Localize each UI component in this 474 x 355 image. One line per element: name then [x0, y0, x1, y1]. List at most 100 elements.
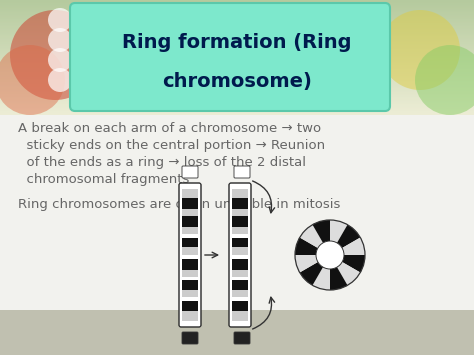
- Bar: [0, 77, 474, 78]
- Bar: [0, 92, 474, 93]
- FancyBboxPatch shape: [182, 259, 198, 271]
- FancyBboxPatch shape: [232, 198, 248, 209]
- Bar: [0, 54, 474, 55]
- Bar: [0, 32, 474, 33]
- Bar: [0, 44, 474, 45]
- Bar: [0, 22, 474, 23]
- Circle shape: [48, 28, 72, 52]
- Bar: [0, 109, 474, 110]
- Bar: [0, 105, 474, 106]
- Bar: [0, 34, 474, 35]
- Bar: [0, 15, 474, 16]
- Bar: [0, 52, 474, 53]
- Bar: [0, 7, 474, 8]
- Bar: [0, 106, 474, 107]
- Text: Ring chromosomes are often unstable in mitosis: Ring chromosomes are often unstable in m…: [18, 198, 340, 211]
- Bar: [0, 108, 474, 109]
- FancyBboxPatch shape: [232, 271, 248, 277]
- Bar: [0, 20, 474, 21]
- Bar: [0, 6, 474, 7]
- Bar: [0, 69, 474, 70]
- FancyBboxPatch shape: [232, 216, 248, 227]
- Bar: [0, 72, 474, 73]
- Wedge shape: [330, 220, 347, 243]
- Wedge shape: [342, 237, 365, 255]
- Bar: [0, 17, 474, 18]
- Bar: [0, 0, 474, 1]
- FancyBboxPatch shape: [232, 280, 248, 290]
- FancyBboxPatch shape: [182, 238, 198, 247]
- FancyBboxPatch shape: [182, 209, 198, 216]
- FancyBboxPatch shape: [182, 280, 198, 290]
- Bar: [0, 113, 474, 114]
- Bar: [0, 10, 474, 11]
- Bar: [0, 112, 474, 113]
- Bar: [0, 82, 474, 83]
- Bar: [0, 19, 474, 20]
- Bar: [0, 88, 474, 89]
- Circle shape: [0, 45, 65, 115]
- Bar: [0, 21, 474, 22]
- Bar: [0, 42, 474, 43]
- Bar: [0, 78, 474, 79]
- FancyBboxPatch shape: [232, 311, 248, 321]
- Bar: [0, 101, 474, 102]
- Bar: [0, 75, 474, 76]
- FancyBboxPatch shape: [182, 271, 198, 277]
- Bar: [0, 97, 474, 98]
- Bar: [0, 61, 474, 62]
- Wedge shape: [300, 262, 323, 285]
- Bar: [0, 89, 474, 90]
- FancyBboxPatch shape: [70, 3, 390, 111]
- Text: chromosomal fragments: chromosomal fragments: [18, 173, 190, 186]
- Bar: [0, 114, 474, 115]
- FancyBboxPatch shape: [232, 301, 248, 311]
- Bar: [0, 70, 474, 71]
- Bar: [0, 57, 474, 58]
- Bar: [0, 84, 474, 85]
- Bar: [0, 59, 474, 60]
- Bar: [0, 56, 474, 57]
- Wedge shape: [330, 267, 347, 290]
- FancyBboxPatch shape: [232, 259, 248, 271]
- Bar: [0, 63, 474, 64]
- Text: A break on each arm of a chromosome → two: A break on each arm of a chromosome → tw…: [18, 122, 321, 135]
- Bar: [0, 86, 474, 87]
- Bar: [0, 12, 474, 13]
- Bar: [0, 29, 474, 30]
- Bar: [0, 76, 474, 77]
- Bar: [0, 53, 474, 54]
- Bar: [0, 33, 474, 34]
- Bar: [0, 36, 474, 37]
- Bar: [0, 68, 474, 69]
- Bar: [0, 67, 474, 68]
- Bar: [0, 81, 474, 82]
- Wedge shape: [312, 220, 330, 243]
- Bar: [0, 62, 474, 63]
- FancyBboxPatch shape: [232, 290, 248, 297]
- Bar: [0, 85, 474, 86]
- Wedge shape: [342, 255, 365, 273]
- Bar: [0, 107, 474, 108]
- FancyBboxPatch shape: [232, 189, 248, 198]
- Bar: [0, 37, 474, 38]
- Bar: [0, 23, 474, 24]
- FancyBboxPatch shape: [182, 247, 198, 255]
- FancyBboxPatch shape: [232, 238, 248, 247]
- Wedge shape: [312, 267, 330, 290]
- Bar: [0, 51, 474, 52]
- Bar: [0, 24, 474, 25]
- Bar: [0, 35, 474, 36]
- Circle shape: [380, 10, 460, 90]
- FancyBboxPatch shape: [0, 115, 474, 355]
- Bar: [0, 60, 474, 61]
- Bar: [0, 25, 474, 26]
- Bar: [0, 31, 474, 32]
- Bar: [0, 111, 474, 112]
- Bar: [0, 16, 474, 17]
- Bar: [0, 1, 474, 2]
- Bar: [0, 71, 474, 72]
- FancyBboxPatch shape: [232, 227, 248, 234]
- Bar: [0, 30, 474, 31]
- Bar: [0, 43, 474, 44]
